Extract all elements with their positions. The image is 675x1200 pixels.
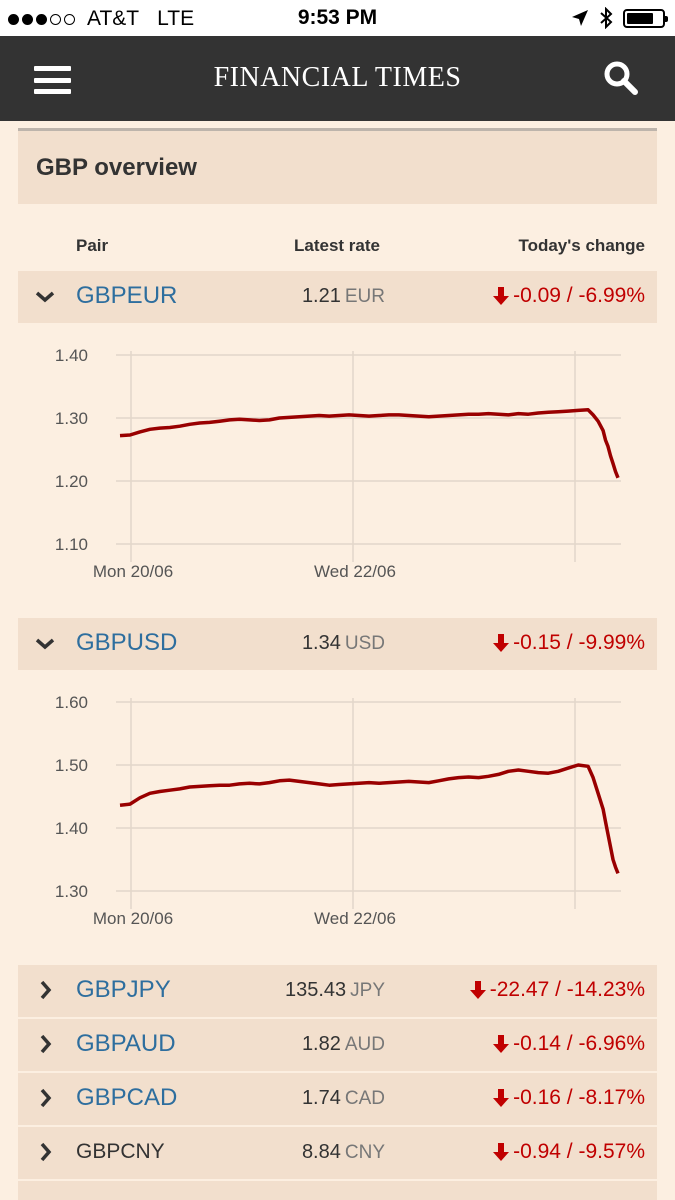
change-value: -0.15 / -9.99% [513, 631, 645, 654]
x-tick-label: Mon 20/06 [93, 909, 173, 928]
rate-currency: CNY [344, 1142, 385, 1163]
latest-rate: 1.21 EUR [302, 285, 385, 308]
arrow-down-icon [493, 1143, 510, 1161]
pair-name[interactable]: GBPCNY [76, 1140, 165, 1163]
chart-gbpeur-svg: 1.40 1.30 1.20 1.10 Mon 20/06 Wed 22/06 [55, 346, 621, 581]
pair-row-partial[interactable] [18, 1181, 657, 1200]
latest-rate: 1.34 USD [302, 632, 385, 655]
change-value: -0.94 / -9.57% [513, 1140, 645, 1163]
chevron-right-icon[interactable] [34, 1033, 56, 1055]
latest-rate: 135.43 JPY [285, 979, 385, 1002]
column-header-change: Today's change [518, 236, 645, 255]
battery-icon [623, 8, 668, 28]
change-value: -0.16 / -8.17% [513, 1086, 645, 1109]
rate-currency: JPY [350, 980, 385, 1001]
todays-change: -0.09 / -6.99% [493, 284, 645, 308]
chart-gbpusd: 1.60 1.50 1.40 1.30 Mon 20/06 Wed 22/06 [18, 677, 657, 967]
todays-change: -0.16 / -8.17% [493, 1086, 645, 1110]
rate-value: 1.34 [301, 632, 341, 654]
rate-value: 1.74 [301, 1087, 341, 1109]
pair-name[interactable]: GBPEUR [76, 282, 178, 309]
chevron-down-icon[interactable] [34, 285, 56, 307]
series-line [119, 763, 620, 875]
signal-strength-icon [8, 13, 75, 25]
latest-rate: 1.74 CAD [302, 1087, 385, 1110]
pair-name[interactable]: GBPUSD [76, 629, 178, 656]
x-tick-label: Wed 22/06 [314, 562, 396, 581]
y-tick-label: 1.60 [55, 693, 88, 712]
y-tick-label: 1.50 [55, 756, 88, 775]
pair-row-gbpaud[interactable]: GBPAUD 1.82 AUD -0.14 / -6.96% [18, 1019, 657, 1071]
arrow-down-icon [493, 1035, 510, 1053]
pair-row-gbpusd[interactable]: GBPUSD 1.34 USD -0.15 / -9.99% [18, 618, 657, 670]
carrier-info: AT&T LTE [8, 7, 194, 31]
y-tick-label: 1.30 [55, 882, 88, 901]
status-icons [571, 7, 668, 29]
y-tick-label: 1.40 [55, 819, 88, 838]
rate-value: 1.82 [301, 1033, 341, 1055]
y-tick-label: 1.30 [55, 409, 88, 428]
rate-currency: AUD [344, 1034, 385, 1055]
page-title: GBP overview [36, 154, 197, 181]
status-bar: AT&T LTE 9:53 PM [0, 0, 675, 36]
x-tick-label: Wed 22/06 [314, 909, 396, 928]
rate-value: 1.21 [301, 285, 341, 307]
chart-gbpeur: 1.40 1.30 1.20 1.10 Mon 20/06 Wed 22/06 [18, 330, 657, 620]
todays-change: -0.15 / -9.99% [493, 631, 645, 655]
network-type: LTE [157, 7, 195, 30]
arrow-down-icon [469, 981, 486, 999]
chevron-right-icon[interactable] [34, 979, 56, 1001]
y-tick-label: 1.40 [55, 346, 88, 365]
x-tick-label: Mon 20/06 [93, 562, 173, 581]
search-icon[interactable] [603, 60, 639, 96]
chart-gbpusd-svg: 1.60 1.50 1.40 1.30 Mon 20/06 Wed 22/06 [55, 693, 621, 928]
change-value: -22.47 / -14.23% [489, 978, 645, 1001]
arrow-down-icon [493, 1089, 510, 1107]
rate-currency: USD [344, 633, 385, 654]
chevron-down-icon[interactable] [34, 632, 56, 654]
y-tick-label: 1.10 [55, 535, 88, 554]
arrow-down-icon [493, 287, 510, 305]
location-arrow-icon [572, 10, 588, 26]
hamburger-menu-icon[interactable] [34, 66, 71, 94]
latest-rate: 8.84 CNY [302, 1141, 385, 1164]
chevron-right-icon[interactable] [34, 1087, 56, 1109]
rate-currency: EUR [344, 286, 385, 307]
pair-name[interactable]: GBPCAD [76, 1084, 178, 1111]
app-header: FINANCIAL TIMES [0, 36, 675, 121]
pair-row-gbpcny[interactable]: GBPCNY 8.84 CNY -0.94 / -9.57% [18, 1127, 657, 1179]
column-header-rate: Latest rate [294, 236, 380, 255]
overview-panel: GBP overview [18, 128, 657, 204]
carrier-name: AT&T [87, 7, 140, 30]
rate-value: 8.84 [301, 1141, 341, 1163]
todays-change: -0.94 / -9.57% [493, 1140, 645, 1164]
column-header-pair: Pair [76, 236, 109, 255]
todays-change: -22.47 / -14.23% [469, 978, 645, 1002]
latest-rate: 1.82 AUD [302, 1033, 385, 1056]
arrow-down-icon [493, 634, 510, 652]
brand-logo[interactable]: FINANCIAL TIMES [213, 62, 462, 93]
bluetooth-icon [600, 7, 613, 29]
pair-name[interactable]: GBPAUD [76, 1030, 176, 1057]
series-line [119, 408, 620, 479]
pair-row-gbpjpy[interactable]: GBPJPY 135.43 JPY -22.47 / -14.23% [18, 965, 657, 1017]
todays-change: -0.14 / -6.96% [493, 1032, 645, 1056]
change-value: -0.09 / -6.99% [513, 284, 645, 307]
pair-row-gbpcad[interactable]: GBPCAD 1.74 CAD -0.16 / -8.17% [18, 1073, 657, 1125]
y-tick-label: 1.20 [55, 472, 88, 491]
status-time: 9:53 PM [297, 6, 378, 29]
rate-value: 135.43 [284, 979, 347, 1001]
chevron-right-icon[interactable] [34, 1141, 56, 1163]
pair-row-gbpeur[interactable]: GBPEUR 1.21 EUR -0.09 / -6.99% [18, 271, 657, 323]
rate-currency: CAD [344, 1088, 385, 1109]
pair-name[interactable]: GBPJPY [76, 976, 171, 1003]
change-value: -0.14 / -6.96% [513, 1032, 645, 1055]
